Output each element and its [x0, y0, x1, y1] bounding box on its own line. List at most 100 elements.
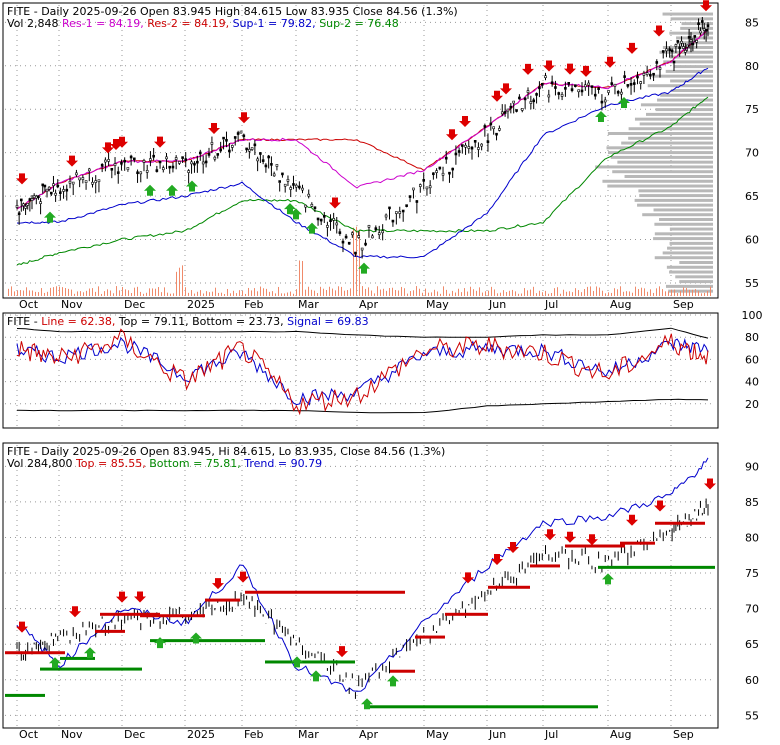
- top-level-segment: [445, 612, 488, 616]
- sell-arrow: [16, 621, 28, 633]
- x-tick-label: Apr: [359, 298, 379, 311]
- volume-bar: [239, 290, 240, 296]
- candle-body: [294, 184, 298, 188]
- candle-body: [590, 85, 594, 88]
- candle-body: [181, 156, 184, 159]
- x-tick-label: Jun: [488, 728, 506, 741]
- volume-profile-bar: [654, 256, 713, 260]
- candle-body: [338, 231, 342, 234]
- volume-profile-bar: [662, 12, 713, 16]
- header-part: FITE - Daily 2025-09-26 Open 83.945, Hi …: [7, 445, 445, 458]
- candle-body: [354, 251, 357, 255]
- candle-body: [467, 146, 471, 149]
- candle-body: [245, 147, 248, 151]
- candle-body: [454, 152, 458, 156]
- candle-body: [50, 191, 53, 195]
- candle-body: [256, 158, 259, 162]
- sup2-line: [16, 96, 709, 266]
- volume-bar: [485, 291, 486, 296]
- volume-bar: [284, 293, 285, 296]
- header-part: Sup-1 = 79.82,: [233, 17, 320, 30]
- volume-profile-bar: [678, 41, 713, 45]
- candle-body: [665, 48, 668, 52]
- candle-body: [444, 156, 448, 160]
- volume-profile-bar: [666, 265, 713, 269]
- volume-bar: [569, 291, 570, 296]
- volume-bar: [626, 291, 627, 296]
- candle-body: [550, 81, 554, 85]
- volume-bar: [560, 293, 561, 296]
- candle-body: [145, 170, 149, 173]
- candle-body: [587, 82, 590, 86]
- candle-body: [623, 75, 626, 78]
- volume-profile-bar: [637, 203, 713, 207]
- volume-bar: [632, 292, 633, 296]
- candle-body: [448, 171, 451, 175]
- candle-body: [600, 100, 604, 104]
- candle-body: [498, 128, 501, 131]
- bottom-level-segment: [365, 705, 598, 709]
- candle-body: [464, 144, 467, 148]
- volume-bar: [371, 290, 372, 296]
- candle-body: [603, 99, 607, 103]
- candle-body: [347, 241, 351, 245]
- candle-body: [642, 72, 646, 76]
- volume-profile-bar: [679, 280, 713, 284]
- volume-bar: [641, 287, 642, 296]
- volume-bar: [287, 292, 288, 296]
- volume-bar: [179, 267, 180, 296]
- volume-bar: [611, 292, 612, 296]
- volume-bar: [377, 286, 378, 296]
- candle-body: [388, 206, 391, 210]
- x-tick-label: Jul: [544, 728, 558, 741]
- y-tick-label: 40: [745, 376, 759, 389]
- y-tick-label: 100: [742, 309, 763, 322]
- volume-bar: [269, 291, 270, 296]
- candle-body: [335, 222, 339, 226]
- candle-body: [43, 184, 47, 188]
- volume-profile-bar: [634, 117, 713, 121]
- candle-body: [377, 232, 381, 236]
- candle-body: [68, 180, 72, 184]
- buy-arrow: [291, 656, 303, 668]
- candle-body: [422, 179, 426, 182]
- volume-bar: [407, 293, 408, 296]
- volume-bar: [518, 293, 519, 296]
- candle-body: [538, 86, 541, 90]
- sell-arrow: [237, 571, 249, 583]
- volume-bar: [167, 292, 168, 296]
- volume-bar: [695, 289, 696, 296]
- volume-bar: [161, 292, 162, 296]
- volume-bar: [47, 291, 48, 296]
- sell-arrow: [116, 136, 128, 148]
- volume-bar: [692, 289, 693, 296]
- candle-body: [473, 140, 477, 143]
- volume-bar: [608, 292, 609, 296]
- x-tick-label: Feb: [244, 298, 263, 311]
- volume-bar: [116, 286, 117, 296]
- y-tick-label: 85: [745, 16, 759, 29]
- sell-arrow: [459, 115, 471, 127]
- buy-arrow: [44, 211, 56, 223]
- buy-arrow: [306, 222, 318, 234]
- volume-bar: [275, 293, 276, 296]
- candle-body: [283, 183, 287, 187]
- header-part: FITE -: [7, 315, 41, 328]
- volume-bar: [101, 293, 102, 296]
- volume-bar: [353, 227, 354, 296]
- candle-body: [228, 149, 231, 153]
- volume-bar: [221, 292, 222, 296]
- candle-body: [71, 181, 75, 185]
- volume-bar: [56, 286, 57, 296]
- volume-bar: [542, 292, 543, 296]
- y-tick-label: 55: [745, 277, 759, 290]
- buy-arrow: [186, 180, 198, 192]
- candle-body: [113, 163, 117, 166]
- candle-body: [607, 90, 610, 93]
- volume-bar: [341, 286, 342, 296]
- candle-body: [532, 99, 536, 103]
- stoch-line: [16, 328, 709, 416]
- volume-bar: [176, 271, 177, 296]
- candle-body: [457, 150, 461, 153]
- volume-bar: [74, 293, 75, 296]
